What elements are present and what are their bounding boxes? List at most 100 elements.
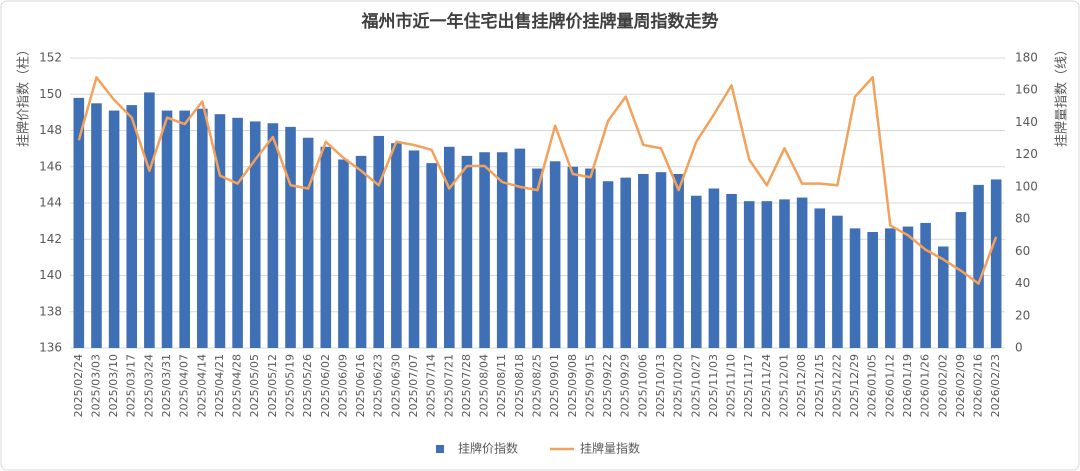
bar — [126, 105, 138, 348]
x-tick-label: 2025/12/08 — [795, 354, 808, 417]
bar — [444, 146, 455, 348]
x-tick-label: 2025/04/14 — [195, 354, 208, 417]
bar — [867, 232, 878, 348]
line — [77, 76, 998, 285]
x-tick-label: 2025/06/30 — [389, 354, 402, 417]
x-tick-label: 2025/05/26 — [301, 354, 314, 417]
legend-label: 挂牌价指数 — [458, 441, 518, 456]
x-tick-label: 2025/12/29 — [848, 354, 861, 417]
bar — [708, 188, 720, 348]
x-tick-label: 2025/08/25 — [531, 354, 544, 417]
y2-tick-label: 20 — [1015, 308, 1030, 322]
bar — [743, 201, 755, 348]
bar — [144, 92, 155, 348]
bar — [726, 193, 737, 348]
x-tick-label: 2025/03/17 — [125, 354, 138, 417]
bar — [302, 137, 314, 348]
x-tick-label: 2025/09/22 — [601, 354, 614, 417]
y-tick-label: 142 — [39, 232, 62, 246]
y-tick-label: 146 — [39, 159, 62, 173]
bar — [920, 222, 931, 348]
bar — [832, 215, 843, 348]
bar — [955, 212, 967, 348]
x-tick-label: 2025/09/29 — [619, 354, 632, 417]
bar — [655, 172, 667, 348]
x-tick-label: 2025/03/03 — [89, 354, 102, 417]
x-tick-label: 2025/06/23 — [372, 354, 385, 417]
bar — [91, 103, 102, 348]
y-tick-label: 138 — [39, 304, 62, 318]
bar — [426, 163, 437, 348]
y2-tick-label: 140 — [1015, 115, 1038, 129]
x-tick-label: 2026/01/05 — [866, 354, 879, 417]
y-tick-label: 144 — [39, 196, 62, 210]
x-tick-label: 2026/01/26 — [919, 354, 932, 417]
bar — [814, 208, 826, 348]
bar — [461, 155, 473, 348]
x-tick-label: 2025/10/13 — [654, 354, 667, 417]
x-tick-label: 2026/02/16 — [972, 354, 985, 417]
bar — [197, 108, 208, 348]
bar — [973, 184, 984, 348]
bar — [355, 155, 367, 348]
x-tick-label: 2025/08/04 — [478, 354, 491, 417]
x-tick-label: 2025/08/18 — [513, 354, 526, 417]
x-tick-label: 2025/07/07 — [407, 354, 420, 417]
bar — [391, 143, 402, 348]
bar — [232, 117, 243, 348]
bar — [761, 201, 773, 348]
y2-tick-label: 60 — [1015, 244, 1030, 258]
y2-tick-label: 180 — [1015, 51, 1038, 65]
x-tick-label: 2025/06/02 — [319, 354, 332, 417]
bar — [214, 114, 226, 348]
y2-tick-label: 40 — [1015, 276, 1030, 290]
y-tick-label: 150 — [39, 87, 62, 101]
x-tick-label: 2025/03/31 — [160, 354, 173, 417]
y-axis-title: 挂牌价指数（柱） — [16, 43, 32, 147]
x-tick-label: 2025/11/17 — [742, 354, 755, 417]
x-tick-label: 2025/05/19 — [284, 354, 297, 417]
x-tick-label: 2025/12/01 — [777, 354, 790, 417]
bar — [567, 166, 579, 348]
x-tick-label: 2025/05/12 — [266, 354, 279, 417]
bar — [320, 146, 332, 348]
y-tick-label: 140 — [39, 268, 62, 282]
bar — [338, 159, 349, 348]
legend-swatch — [436, 445, 444, 453]
y2-axis-title: 挂牌量指数（线） — [1054, 43, 1070, 147]
x-tick-label: 2026/02/09 — [954, 354, 967, 417]
x-tick-label: 2025/06/09 — [336, 354, 349, 417]
y-tick-label: 152 — [39, 51, 62, 65]
bar — [108, 110, 120, 348]
x-tick-label: 2025/03/10 — [107, 354, 120, 417]
x-tick-label: 2025/07/21 — [442, 354, 455, 417]
x-tick-label: 2025/10/20 — [672, 354, 685, 417]
bar — [267, 123, 279, 348]
bar — [849, 228, 861, 348]
x-tick-label: 2026/01/12 — [883, 354, 896, 417]
bar — [585, 168, 596, 348]
x-tick-label: 2026/02/23 — [989, 354, 1002, 417]
bar — [602, 181, 614, 348]
x-tick-label: 2026/02/02 — [936, 354, 949, 417]
bar — [902, 226, 914, 348]
x-tick-label: 2025/12/15 — [813, 354, 826, 417]
bar — [161, 110, 173, 348]
bar — [673, 174, 684, 348]
x-tick-label: 2025/11/10 — [725, 354, 738, 417]
chart-title: 福州市近一年住宅出售挂牌价挂牌量周指数走势 — [361, 11, 719, 32]
x-tick-label: 2025/08/11 — [495, 354, 508, 417]
y-tick-label: 136 — [39, 341, 62, 355]
x-tick-label: 2025/02/24 — [72, 354, 85, 417]
x-tick-label: 2025/11/03 — [707, 354, 720, 417]
x-tick-label: 2025/04/07 — [178, 354, 191, 417]
bar — [514, 148, 526, 348]
y2-tick-label: 80 — [1015, 212, 1030, 226]
bar — [496, 152, 508, 348]
bar — [373, 135, 385, 348]
x-tick-label: 2025/10/27 — [689, 354, 702, 417]
x-tick-label: 2026/01/19 — [901, 354, 914, 417]
x-tick-label: 2025/04/28 — [231, 354, 244, 417]
x-tick-label: 2025/06/16 — [354, 354, 367, 417]
